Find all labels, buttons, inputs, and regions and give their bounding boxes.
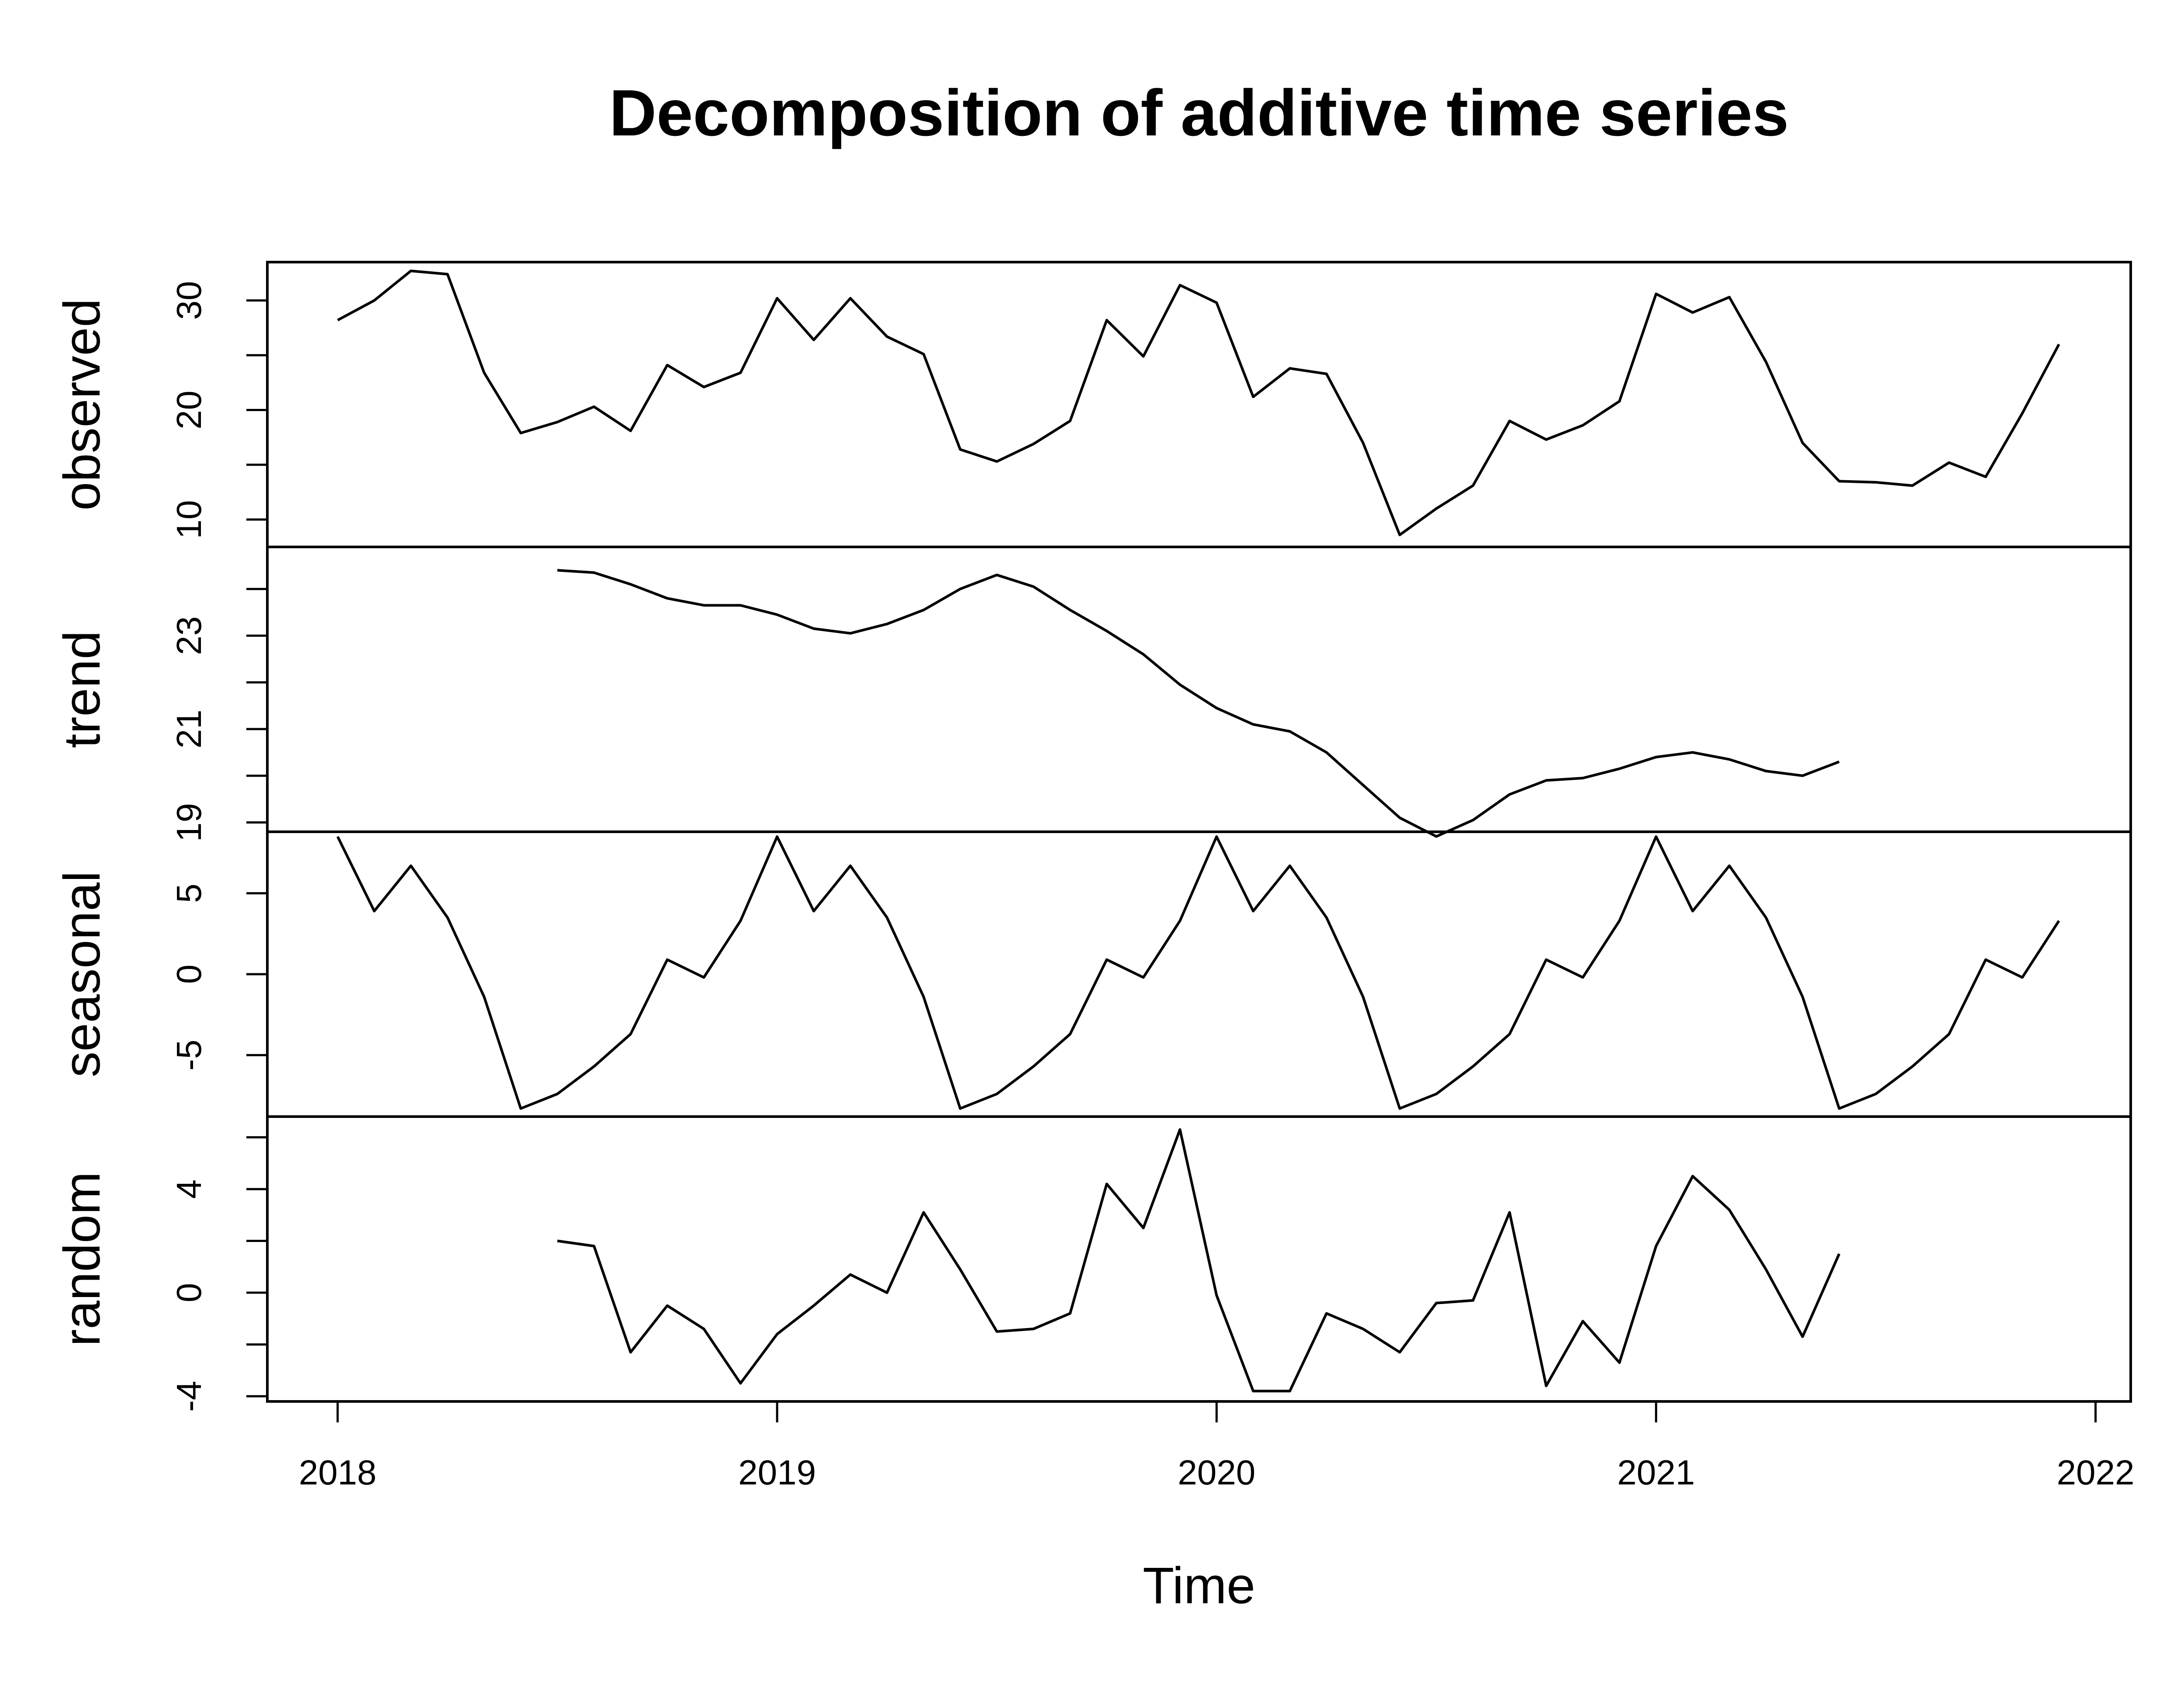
panel-frame-random	[266, 1115, 2132, 1403]
series-line-seasonal	[336, 835, 2060, 1110]
y-tick-label-random: 0	[169, 1283, 208, 1303]
x-axis: 2018 2019 2020 2021 2022	[299, 1400, 2135, 1492]
y-tick-label-random: -4	[169, 1381, 208, 1412]
y-tick-label-trend: 23	[169, 616, 208, 655]
panel-observed: 10 20 30 observed	[53, 261, 2132, 548]
panel-random: -4 0 4 random	[53, 1115, 2132, 1412]
panel-frame-observed	[266, 261, 2132, 548]
y-tick-label-random: 4	[169, 1180, 208, 1199]
y-tick-label-seasonal: 0	[169, 965, 208, 984]
series-line-trend	[557, 569, 1840, 838]
panel-frame-trend	[266, 546, 2132, 833]
x-tick-label: 2019	[738, 1453, 816, 1492]
x-tick-label: 2022	[2057, 1453, 2135, 1492]
y-tick-label-trend: 19	[169, 803, 208, 842]
y-tick-label-trend: 21	[169, 709, 208, 748]
series-line-random	[557, 1128, 1841, 1393]
panel-trend: 19 21 23 trend	[53, 546, 2132, 842]
panels-layer: 10 20 30 observed 19 21 23 trend -5 0 5 seasonal -4 0…	[53, 261, 2132, 1412]
y-tick-label-observed: 20	[169, 391, 208, 429]
y-tick-label-observed: 10	[169, 500, 208, 539]
x-tick-label: 2021	[1617, 1453, 1695, 1492]
series-line-observed	[337, 270, 2060, 536]
panel-label-observed: observed	[53, 298, 111, 510]
panel-label-seasonal: seasonal	[53, 871, 111, 1077]
y-tick-label-seasonal: -5	[169, 1040, 208, 1071]
panel-label-trend: trend	[53, 631, 111, 748]
x-axis-title: Time	[1143, 1557, 1255, 1615]
panel-label-random: random	[53, 1172, 111, 1346]
x-tick-label: 2020	[1178, 1453, 1255, 1492]
y-tick-label-seasonal: 5	[169, 884, 208, 903]
y-tick-label-observed: 30	[169, 281, 208, 320]
x-tick-label: 2018	[299, 1453, 377, 1492]
chart-title: Decomposition of additive time series	[609, 76, 1789, 149]
panel-seasonal: -5 0 5 seasonal	[53, 830, 2132, 1118]
